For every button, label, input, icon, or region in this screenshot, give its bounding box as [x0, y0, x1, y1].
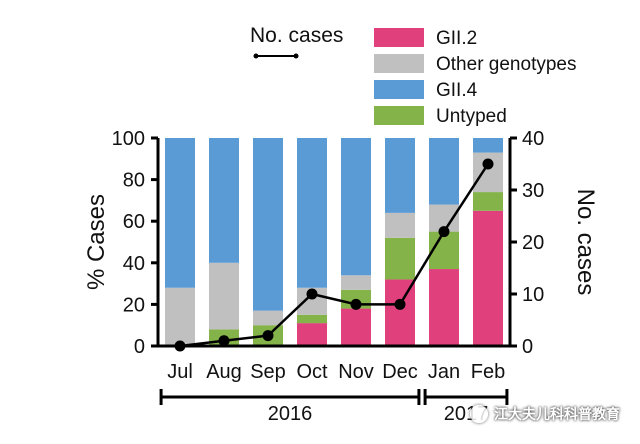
y-tick-label: 20	[123, 294, 145, 316]
cases-point-sep	[262, 330, 274, 342]
bar-gii-4-oct	[297, 138, 327, 288]
bar-gii-4-nov	[341, 138, 371, 276]
cases-point-nov	[350, 298, 362, 310]
bar-untyped-oct	[297, 314, 327, 324]
bar-other-genotypes-feb	[473, 152, 503, 193]
bar-gii-4-feb	[473, 138, 503, 153]
watermark-text: 江大夫儿科科普教育	[494, 407, 620, 423]
y-tick-label: 80	[123, 170, 145, 192]
x-tick-label-feb: Feb	[471, 361, 505, 383]
bar-other-genotypes-aug	[209, 262, 239, 330]
year-label-2016: 2016	[268, 403, 313, 425]
legend-label-gii-4: GII.4	[436, 80, 478, 101]
cases-point-dec	[394, 298, 406, 310]
x-tick-label-nov: Nov	[338, 361, 374, 383]
y-tick-label: 100	[112, 128, 145, 150]
y2-tick-label: 0	[522, 336, 533, 358]
cases-point-oct	[306, 288, 318, 300]
y-tick-label: 60	[123, 211, 145, 233]
legend-swatch-untyped	[374, 106, 424, 125]
legend-line-label: No. cases	[250, 24, 343, 47]
legend-line-marker	[293, 53, 299, 59]
legend-label-gii-2: GII.2	[436, 28, 477, 49]
y-tick-label: 0	[134, 336, 145, 358]
x-tick-label-jul: Jul	[167, 361, 193, 383]
bar-untyped-feb	[473, 192, 503, 211]
cases-point-aug	[218, 335, 230, 347]
cases-line	[179, 163, 490, 348]
bar-gii-2-oct	[297, 323, 327, 346]
bar-other-genotypes-nov	[341, 275, 371, 290]
bar-other-genotypes-dec	[385, 212, 415, 238]
y2-tick-label: 10	[522, 284, 544, 306]
y2-tick-label: 40	[522, 128, 544, 150]
y2-tick-label: 20	[522, 232, 544, 254]
y2-tick-label: 30	[522, 180, 544, 202]
x-tick-label-oct: Oct	[296, 361, 328, 383]
legend-swatch-gii-2	[374, 28, 424, 47]
watermark: 江大夫儿科科普教育	[470, 400, 630, 428]
bar-gii-4-aug	[209, 138, 239, 263]
x-tick-label-jan: Jan	[428, 361, 460, 383]
wechat-icon	[470, 405, 488, 423]
legend-label-other-genotypes: Other genotypes	[436, 54, 576, 75]
bar-gii-4-jan	[429, 138, 459, 205]
legend-label-untyped: Untyped	[436, 106, 507, 127]
bar-untyped-dec	[385, 237, 415, 280]
bar-gii-2-nov	[341, 308, 371, 346]
bar-gii-2-feb	[473, 210, 503, 346]
legend-line-marker	[253, 53, 259, 59]
x-tick-label-aug: Aug	[206, 361, 242, 383]
y-axis-title: % Cases	[83, 194, 110, 290]
cases-point-feb	[482, 158, 494, 170]
y-tick-label: 40	[123, 253, 145, 275]
x-tick-label-dec: Dec	[382, 361, 418, 383]
bar-gii-4-dec	[385, 138, 415, 213]
bar-other-genotypes-sep	[253, 310, 283, 326]
bar-gii-4-jul	[165, 138, 195, 288]
cases-point-jan	[438, 226, 450, 238]
cases-point-jul	[174, 340, 186, 352]
y2-axis-title: No. cases	[572, 189, 599, 296]
legend-swatch-other-genotypes	[374, 54, 424, 73]
x-tick-label-sep: Sep	[250, 361, 286, 383]
bar-gii-4-sep	[253, 138, 283, 311]
bar-gii-2-dec	[385, 279, 415, 346]
bar-other-genotypes-jul	[165, 287, 195, 346]
legend-swatch-gii-4	[374, 80, 424, 99]
bar-gii-2-jan	[429, 269, 459, 346]
